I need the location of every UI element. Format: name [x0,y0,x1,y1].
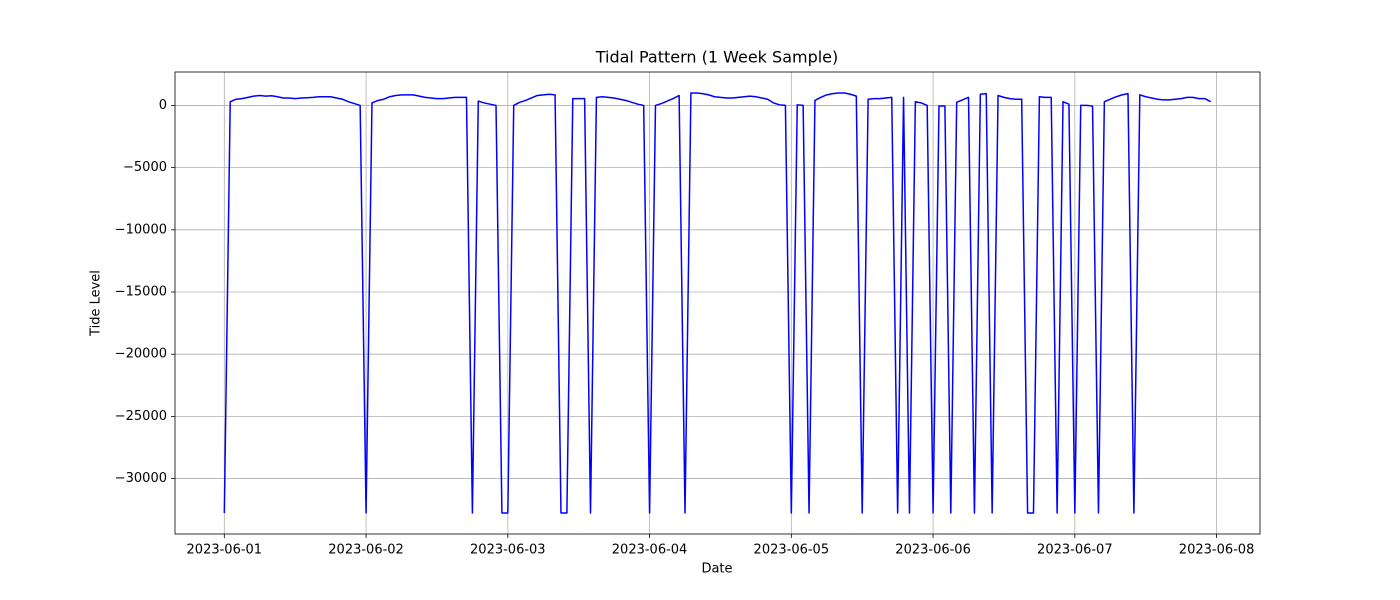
x-tick-label: 2023-06-03 [470,543,546,558]
x-tick-label: 2023-06-06 [895,543,971,558]
x-tick-label: 2023-06-02 [328,543,404,558]
y-tick-label: −20000 [115,347,167,362]
y-axis-label: Tide Level [89,270,104,337]
y-tick-label: −30000 [115,471,167,486]
x-tick-label: 2023-06-05 [754,543,830,558]
chart-title: Tidal Pattern (1 Week Sample) [595,48,839,67]
x-tick-label: 2023-06-08 [1179,543,1255,558]
x-tick-label: 2023-06-04 [612,543,688,558]
x-tick-label: 2023-06-07 [1037,543,1113,558]
y-tick-label: −25000 [115,409,167,424]
y-tick-label: −10000 [115,222,167,237]
y-tick-label: −15000 [115,285,167,300]
x-axis-label: Date [701,562,732,577]
x-tick-label: 2023-06-01 [187,543,263,558]
y-tick-label: −5000 [123,160,167,175]
plot-frame [174,71,1261,535]
data-line [223,92,1212,514]
y-tick-label: 0 [159,98,167,113]
